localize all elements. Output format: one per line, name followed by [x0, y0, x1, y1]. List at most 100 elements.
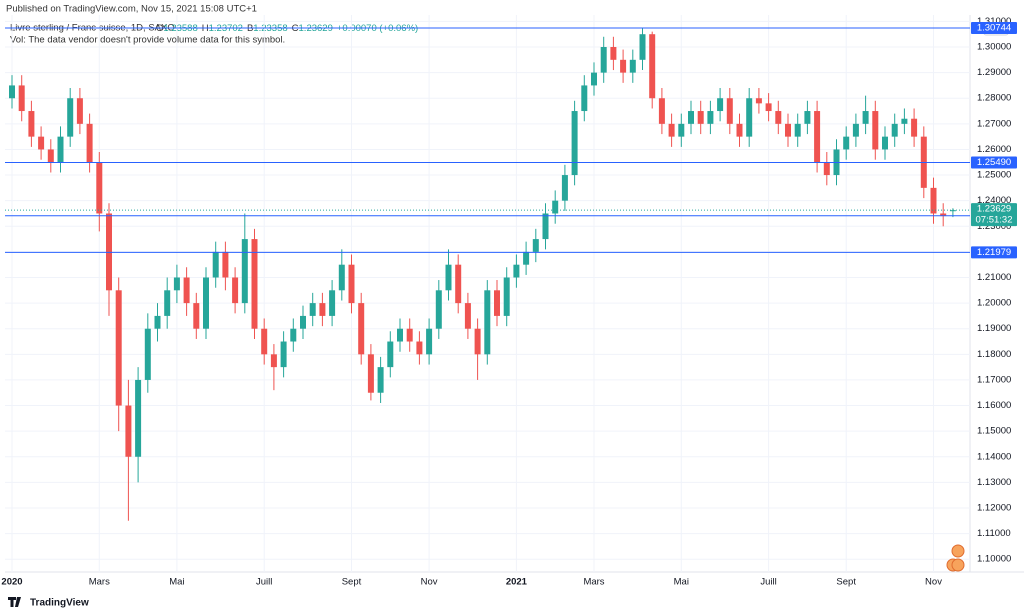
- candle-body: [649, 34, 656, 99]
- candle-body: [329, 290, 336, 316]
- x-tick-label: Mai: [674, 577, 689, 588]
- candle-body: [794, 123, 801, 137]
- candle-body: [115, 290, 122, 406]
- candle-body: [241, 239, 248, 304]
- candle-body: [135, 379, 142, 457]
- candle-body: [862, 111, 869, 124]
- candle-body: [843, 136, 850, 150]
- y-tick-label: 1.21000: [977, 272, 1011, 283]
- candle-body: [222, 251, 229, 278]
- candle-body: [38, 136, 45, 150]
- x-tick-label: Juill: [256, 577, 272, 588]
- candle-body: [882, 136, 888, 150]
- candle-body: [765, 103, 772, 112]
- y-tick-label: 1.18000: [977, 349, 1011, 360]
- y-tick-label: 1.31000: [977, 16, 1011, 27]
- candle-body: [620, 59, 627, 73]
- candle-body: [503, 277, 510, 316]
- x-tick-label: Juill: [760, 577, 776, 588]
- candle-body: [804, 111, 811, 124]
- candle-body: [852, 123, 859, 137]
- candle-body: [319, 303, 326, 316]
- y-tick-label: 1.28000: [977, 93, 1011, 104]
- candle-body: [173, 277, 180, 291]
- candle-body: [397, 328, 403, 342]
- candle-body: [28, 111, 35, 137]
- candle-body: [785, 123, 791, 137]
- candle-body: [591, 72, 597, 86]
- candle-body: [426, 328, 433, 355]
- level-label: 1.30744: [977, 22, 1011, 33]
- candle-body: [697, 111, 704, 124]
- candle-body: [232, 277, 239, 304]
- candle-body: [455, 264, 462, 304]
- candle-body: [300, 315, 306, 329]
- x-tick-label: Mars: [583, 577, 604, 588]
- candle-body: [736, 123, 743, 137]
- candle-body: [76, 98, 83, 124]
- y-tick-label: 1.13000: [977, 477, 1011, 488]
- candle-body: [193, 303, 200, 329]
- candle-body: [911, 118, 918, 137]
- x-tick-label: Nov: [925, 577, 942, 588]
- y-tick-label: 1.14000: [977, 451, 1011, 462]
- event-icon: [951, 558, 965, 572]
- candle-body: [309, 303, 316, 316]
- candle-body: [532, 239, 539, 252]
- logo: [8, 597, 21, 607]
- candle-body: [86, 123, 93, 163]
- candle-body: [775, 111, 782, 124]
- candle-body: [144, 328, 151, 380]
- candle-body: [377, 367, 384, 393]
- candle-body: [930, 187, 937, 214]
- candle-body: [552, 200, 559, 214]
- level-label: 1.25490: [977, 157, 1011, 168]
- countdown: 07:51:32: [976, 215, 1013, 226]
- level-label-box: [971, 21, 1017, 34]
- y-tick-label: 1.24000: [977, 195, 1011, 206]
- y-tick-label: 1.26000: [977, 144, 1011, 155]
- event-icon: [951, 544, 965, 558]
- volume-note: Vol: The data vendor doesn't provide vol…: [10, 35, 285, 46]
- candle-body: [348, 264, 355, 304]
- candle-body: [872, 111, 879, 150]
- y-tick-label: 1.19000: [977, 323, 1011, 334]
- level-label-box: [971, 156, 1017, 169]
- candle-body: [57, 136, 64, 163]
- candle-body: [358, 303, 365, 355]
- y-tick-label: 1.12000: [977, 502, 1011, 513]
- x-tick-label: 2020: [1, 577, 22, 588]
- candle-body: [203, 277, 209, 329]
- candle-body: [600, 47, 607, 73]
- candle-body: [261, 328, 268, 355]
- candle-body: [581, 85, 588, 112]
- candle-body: [949, 210, 956, 212]
- candle-body: [435, 290, 442, 329]
- x-tick-label: Sept: [836, 577, 856, 588]
- candle-body: [464, 303, 471, 329]
- candle-body: [513, 264, 520, 278]
- candle-body: [678, 123, 685, 137]
- candle-body: [610, 47, 617, 60]
- candle-body: [658, 98, 665, 124]
- y-tick-label: 1.29000: [977, 67, 1011, 78]
- candle-body: [96, 162, 103, 214]
- y-tick-label: 1.20000: [977, 298, 1011, 309]
- candle-body: [154, 315, 161, 329]
- candle-body: [668, 123, 675, 137]
- candle-body: [183, 277, 190, 304]
- candle-body: [814, 111, 821, 163]
- candle-body: [891, 123, 898, 137]
- candle-body: [474, 328, 481, 355]
- candle-body: [484, 290, 491, 355]
- y-tick-label: 1.17000: [977, 374, 1011, 385]
- candle-body: [416, 341, 423, 355]
- candle-body: [18, 85, 25, 112]
- y-tick-label: 1.23000: [977, 221, 1011, 232]
- candle-body: [387, 341, 394, 368]
- last-price-box: [971, 203, 1017, 227]
- y-tick-label: 1.27000: [977, 118, 1011, 129]
- candle-body: [571, 111, 578, 176]
